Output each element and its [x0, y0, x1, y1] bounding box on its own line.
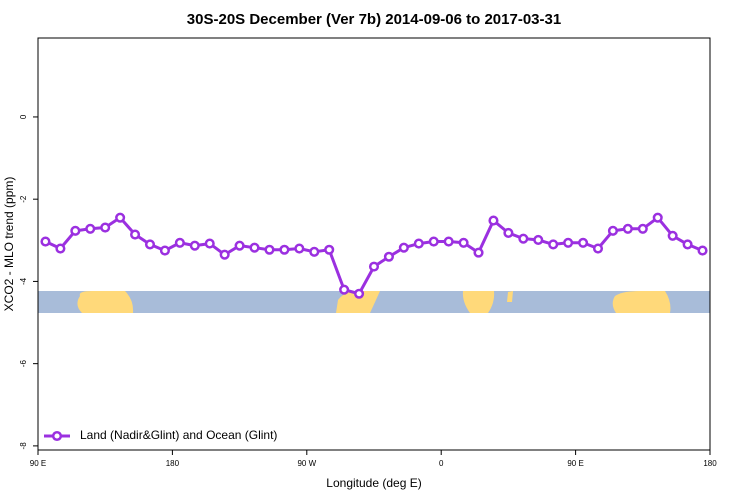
point	[592, 243, 604, 254]
x-tick-label: 180	[703, 459, 717, 468]
point	[383, 251, 394, 262]
y-tick-label: -2	[19, 195, 28, 203]
point	[488, 215, 499, 226]
point	[398, 242, 409, 253]
point	[413, 238, 424, 249]
map-strip	[38, 291, 710, 313]
x-tick-label: 180	[166, 459, 180, 468]
point	[637, 223, 648, 234]
point	[533, 234, 544, 245]
land	[462, 291, 495, 313]
y-tick-label: 0	[19, 114, 28, 119]
legend-label: Land (Nadir&Glint) and Ocean (Glint)	[80, 428, 277, 442]
point	[279, 244, 290, 255]
point	[115, 212, 126, 223]
point	[189, 240, 200, 251]
point	[578, 237, 589, 248]
point	[682, 239, 693, 250]
point	[563, 237, 574, 248]
point	[443, 236, 454, 247]
point	[70, 225, 81, 236]
x-axis-label: Longitude (deg E)	[326, 476, 421, 490]
y-tick-label: -4	[19, 277, 28, 285]
point	[130, 229, 141, 240]
point	[339, 284, 350, 295]
point	[473, 247, 484, 258]
point	[697, 245, 708, 256]
point	[249, 242, 260, 253]
x-tick-label: 0	[439, 459, 444, 468]
x-tick-label: 90 W	[297, 459, 316, 468]
point	[55, 243, 66, 254]
point	[428, 236, 439, 247]
point	[204, 238, 215, 249]
point	[85, 223, 96, 234]
point	[458, 237, 469, 248]
series-line	[44, 216, 704, 296]
point	[368, 261, 380, 272]
point	[324, 244, 335, 255]
point	[100, 222, 111, 233]
point	[219, 249, 230, 260]
point	[667, 230, 678, 241]
land	[336, 291, 380, 313]
land	[612, 291, 671, 313]
point	[159, 245, 170, 256]
point	[354, 288, 365, 299]
plot-border	[37, 37, 711, 451]
point	[622, 223, 633, 234]
legend: Land (Nadir&Glint) and Ocean (Glint)	[44, 428, 277, 442]
point	[144, 239, 156, 250]
point	[607, 225, 618, 236]
y-tick-label: -8	[19, 442, 28, 450]
point	[518, 233, 529, 244]
x-tick-label: 90 E	[30, 459, 46, 468]
point	[503, 227, 514, 238]
legend-marker	[51, 430, 63, 442]
y-axis-label: XCO2 - MLO trend (ppm)	[2, 177, 16, 312]
chart-title: 30S-20S December (Ver 7b) 2014-09-06 to …	[187, 11, 561, 28]
point	[234, 240, 245, 251]
point	[652, 212, 663, 223]
land	[77, 291, 134, 313]
y-tick-label: -6	[19, 360, 28, 368]
point	[294, 243, 305, 254]
point	[40, 236, 51, 247]
point	[548, 239, 559, 250]
point	[174, 237, 185, 248]
land	[507, 291, 513, 302]
point	[264, 244, 275, 255]
x-tick-label: 90 E	[567, 459, 583, 468]
point	[309, 246, 320, 257]
